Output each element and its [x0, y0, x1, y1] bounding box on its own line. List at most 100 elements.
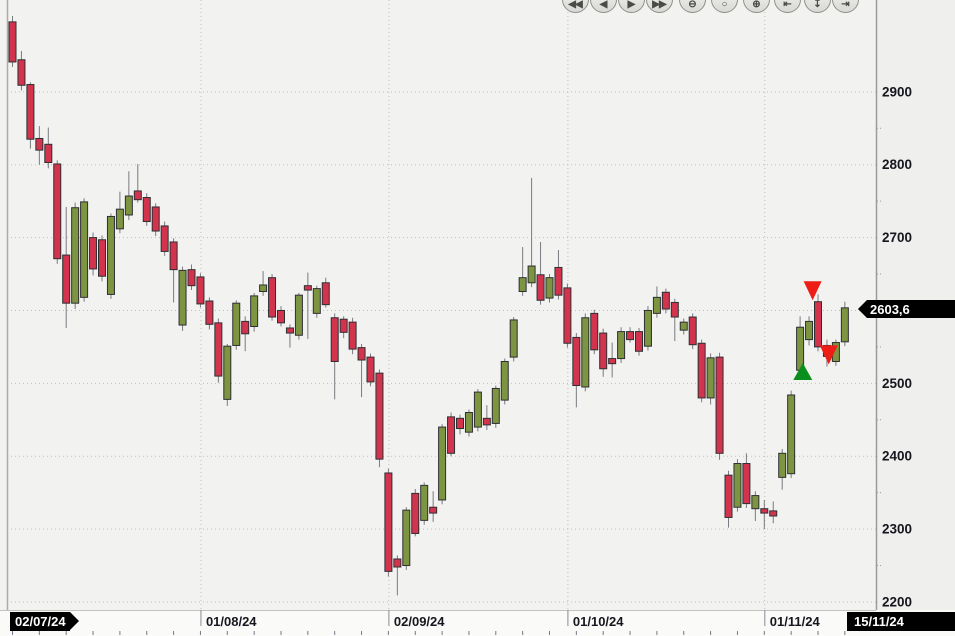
candle-body	[17, 59, 26, 86]
zoom-out-icon: ⊖	[688, 0, 696, 10]
candle-body	[697, 342, 706, 399]
candle-body	[527, 265, 536, 284]
candle-body	[232, 302, 241, 346]
candle-body	[259, 284, 268, 293]
candle	[277, 306, 285, 327]
candle-body	[187, 269, 196, 287]
candle-body	[482, 417, 491, 426]
scroll-fast-left-icon: ◀◀	[568, 0, 582, 10]
candle	[35, 126, 44, 165]
candle-body	[294, 294, 303, 336]
candle	[840, 301, 849, 347]
scroll-right-button[interactable]: ▶	[617, 0, 645, 13]
candle-body	[80, 201, 89, 298]
candle	[715, 352, 724, 460]
zoom-out-button[interactable]: ⊖	[678, 0, 706, 13]
candle	[71, 202, 80, 310]
candle	[53, 160, 62, 264]
last-price-tag: 2603,6	[858, 300, 955, 318]
candle	[241, 316, 250, 352]
candle	[778, 448, 787, 490]
candle	[509, 317, 518, 362]
candle	[268, 274, 277, 321]
candle-body	[473, 391, 482, 428]
scroll-fast-left-button[interactable]: ◀◀	[561, 0, 589, 13]
candle-body	[572, 336, 581, 387]
candle-body	[357, 347, 366, 361]
candle-body	[626, 331, 635, 341]
date-tick-label: 01/10/24	[573, 614, 624, 629]
scroll-left-button[interactable]: ◀	[589, 0, 617, 13]
candle	[80, 198, 89, 302]
right-arrow-icon	[69, 612, 79, 630]
price-tick-label: 2500	[882, 376, 912, 391]
candle	[545, 274, 554, 303]
candle-body	[688, 316, 697, 346]
candle-body	[339, 318, 348, 333]
candle	[178, 266, 187, 331]
candle	[688, 313, 697, 350]
candle	[187, 264, 196, 291]
candle	[142, 193, 151, 226]
sell-marker-icon	[819, 345, 838, 365]
candle	[205, 297, 214, 330]
candle-body	[402, 509, 411, 567]
last-date-label: 15/11/24	[854, 614, 904, 629]
candle	[500, 358, 509, 405]
candle	[151, 203, 160, 237]
candle-body	[491, 387, 500, 424]
candle-body	[411, 492, 420, 534]
candle	[742, 453, 751, 508]
candle-body	[518, 277, 527, 293]
candle	[133, 163, 142, 203]
candle-body	[214, 322, 223, 377]
candle-body	[124, 195, 133, 216]
candle	[652, 286, 661, 318]
candle-body	[106, 215, 115, 295]
candle	[8, 16, 17, 68]
candle-body	[706, 357, 715, 399]
candle	[223, 343, 232, 406]
candle-body	[250, 295, 259, 327]
candle	[608, 342, 617, 378]
candle-body	[429, 506, 438, 514]
price-tick-label: 2900	[882, 84, 912, 99]
candle-body	[643, 309, 652, 347]
candle	[670, 298, 679, 342]
date-tick-label: 01/11/24	[770, 614, 821, 629]
fit-vertical-button[interactable]: ↧	[803, 0, 831, 13]
candle-body	[751, 495, 760, 510]
candle-body	[438, 426, 447, 501]
scroll-fast-right-button[interactable]: ▶▶	[645, 0, 673, 13]
zoom-reset-button[interactable]: ○	[710, 0, 738, 13]
candle-body	[420, 484, 429, 521]
candle	[348, 317, 357, 355]
candle-body	[321, 282, 330, 306]
candle-body	[581, 317, 590, 388]
candle-body	[393, 558, 402, 568]
candle-body	[724, 474, 733, 518]
candle-body	[464, 411, 473, 433]
candle	[617, 327, 626, 363]
zoom-in-button[interactable]: ⊕	[742, 0, 770, 13]
candle	[643, 306, 652, 351]
go-to-last-button[interactable]: ⇥	[831, 0, 859, 13]
candle-body	[617, 331, 626, 360]
fit-horizontal-button[interactable]: ⇤	[773, 0, 801, 13]
date-axis: 01/08/24 02/09/24 01/10/24 01/11/24	[12, 610, 846, 635]
candle-body	[366, 356, 375, 383]
candle	[805, 316, 814, 346]
candle-body	[742, 463, 751, 505]
candle-body	[330, 317, 339, 362]
candle	[259, 271, 268, 296]
price-tick-label: 2400	[882, 449, 912, 464]
candle	[491, 385, 500, 428]
scroll-left-icon: ◀	[599, 0, 608, 10]
candle-body	[635, 331, 643, 352]
candle-body	[787, 394, 796, 475]
candle	[482, 405, 491, 430]
candle	[62, 206, 71, 328]
candle	[26, 82, 35, 149]
